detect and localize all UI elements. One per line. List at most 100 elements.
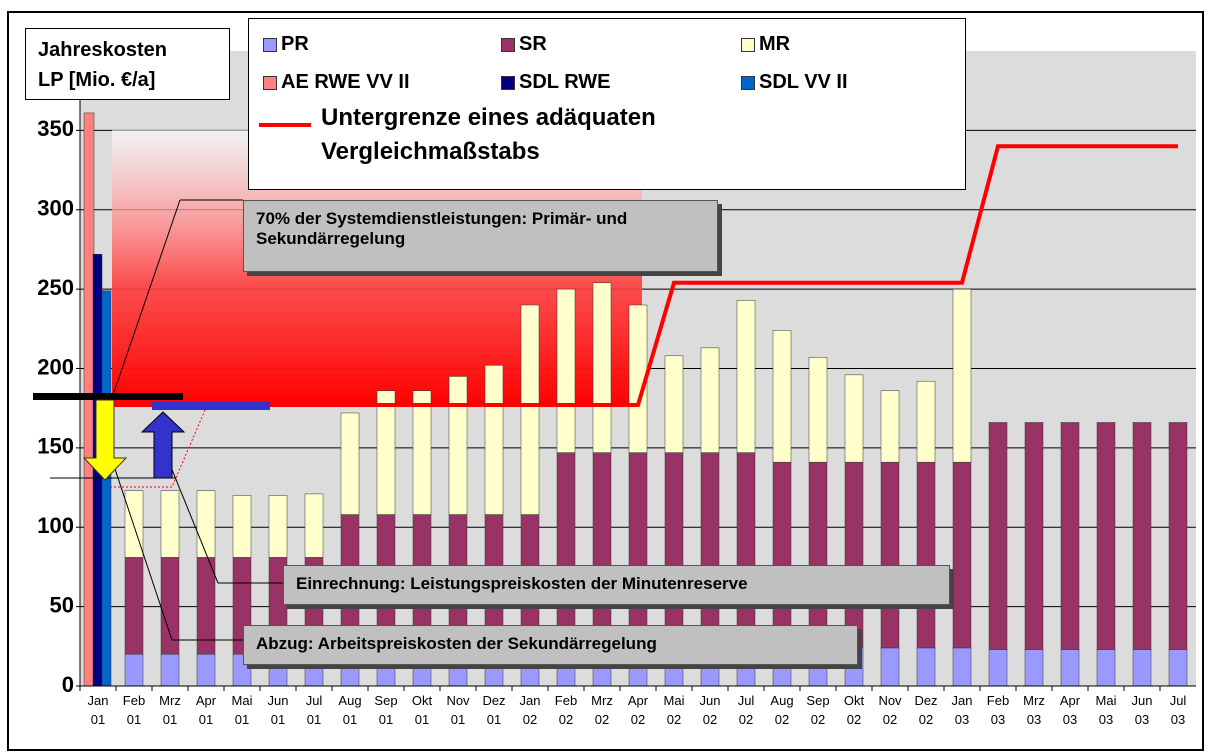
bar-segment [592, 282, 612, 453]
bar-segment [592, 452, 612, 655]
x-tick-label: Jul 03 [1169, 693, 1187, 727]
bar-segment [700, 347, 720, 453]
y-title-line: LP [Mio. €/a] [38, 69, 156, 91]
legend-swatch [741, 75, 755, 90]
bar-segment [196, 490, 216, 558]
bar-segment [124, 654, 144, 687]
bar-segment [124, 490, 144, 558]
legend-item: SDL VV II [741, 71, 848, 94]
bar-segment [556, 452, 576, 655]
bar-segment [340, 412, 360, 515]
annotation: 70% der Systemdienstleistungen: Primär- … [243, 200, 718, 272]
bar-segment [664, 452, 684, 655]
x-tick-label: Sep 02 [806, 693, 830, 727]
x-tick-label: Jan 01 [87, 693, 109, 727]
x-tick-label: Dez 01 [482, 693, 506, 727]
x-tick-label: Jan 02 [519, 693, 541, 727]
annotation-graphics [33, 199, 283, 641]
bar-segment [772, 330, 792, 463]
x-tick-label: Mai 02 [663, 693, 685, 727]
y-tick-label: 150 [37, 434, 74, 459]
bar-segment [988, 649, 1008, 687]
legend-label: Untergrenze eines adäquaten Vergleichmaß… [321, 104, 656, 165]
y-title-line: Jahreskosten [38, 39, 167, 61]
annotation: Einrechnung: Leistungspreiskosten der Mi… [283, 565, 950, 605]
x-tick-label: Jul 01 [305, 693, 323, 727]
bar-segment [1132, 649, 1152, 687]
bar-segment [916, 380, 936, 463]
bar-segment [1060, 422, 1080, 650]
bar-segment [196, 654, 216, 687]
x-tick-label: Mai 01 [231, 693, 253, 727]
y-tick-label: 300 [37, 196, 74, 221]
bar-segment [160, 654, 180, 687]
x-tick-label: Feb 03 [986, 693, 1010, 727]
legend-item: SDL RWE [501, 71, 611, 94]
bar-segment [952, 461, 972, 649]
bar-segment [736, 299, 756, 453]
bar-segment [1168, 422, 1188, 650]
bar-segment [1024, 422, 1044, 650]
y-tick-label: 350 [37, 116, 74, 141]
legend-label: PR [281, 33, 309, 55]
legend-item: SR [501, 33, 547, 56]
y-tick-label: 50 [50, 592, 74, 617]
legend: PR SR MR AE RWE VV II SDL RWE SDL VV II Unterg… [248, 18, 966, 190]
bar-segment [376, 390, 396, 515]
x-tick-label: Mrz 01 [159, 693, 181, 727]
x-tick-label: Apr 02 [627, 693, 649, 727]
x-tick-label: Feb 01 [122, 693, 146, 727]
bar [101, 290, 112, 687]
x-tick-label: Aug 01 [338, 693, 362, 727]
x-tick-label: Feb 02 [554, 693, 578, 727]
bar-segment [448, 376, 468, 515]
x-tick-label: Sep 01 [374, 693, 398, 727]
legend-swatch [501, 37, 515, 52]
bar-segment [304, 493, 324, 558]
bar-segment [1096, 422, 1116, 650]
legend-label: SDL RWE [519, 71, 611, 93]
x-tick-label: Jan 03 [951, 693, 973, 727]
bar-segment [988, 422, 1008, 650]
bar-segment [628, 452, 648, 655]
bar-segment [844, 461, 864, 649]
x-tick-label: Jun 03 [1131, 693, 1153, 727]
bar-segment [916, 647, 936, 687]
bar-segment [952, 288, 972, 463]
bar-segment [916, 461, 936, 649]
bar-segment [700, 452, 720, 655]
bar-segment [844, 374, 864, 463]
bar-segment [232, 495, 252, 558]
bar-segment [1060, 649, 1080, 687]
x-tick-label: Okt 01 [411, 693, 433, 727]
legend-item: Untergrenze eines adäquaten Vergleichmaß… [259, 101, 779, 169]
y-tick-label: 0 [62, 672, 74, 697]
x-tick-label: Mrz 02 [591, 693, 613, 727]
bar-segment [1096, 649, 1116, 687]
bar-segment [808, 357, 828, 463]
bar-segment [664, 355, 684, 453]
y-tick-label: 250 [37, 275, 74, 300]
bar-segment [412, 390, 432, 515]
y-tick-label: 100 [37, 513, 74, 538]
legend-line [259, 123, 311, 127]
x-tick-label: Nov 02 [878, 693, 902, 727]
bar-segment [556, 288, 576, 453]
legend-item: AE RWE VV II [263, 71, 410, 94]
bar-segment [952, 647, 972, 687]
legend-label: AE RWE VV II [281, 71, 410, 93]
x-tick-label: Aug 02 [770, 693, 794, 727]
bar-segment [880, 390, 900, 463]
x-tick-label: Dez 02 [914, 693, 938, 727]
x-tick-label: Mai 03 [1095, 693, 1117, 727]
x-tick-label: Jun 02 [699, 693, 721, 727]
x-tick-label: Mrz 03 [1023, 693, 1045, 727]
legend-swatch [501, 75, 515, 90]
x-tick-label: Apr 01 [195, 693, 217, 727]
bar-segment [124, 557, 144, 655]
legend-swatch [741, 37, 755, 52]
legend-swatch [263, 37, 277, 52]
line [98, 144, 1178, 408]
x-tick-label: Jul 02 [737, 693, 755, 727]
